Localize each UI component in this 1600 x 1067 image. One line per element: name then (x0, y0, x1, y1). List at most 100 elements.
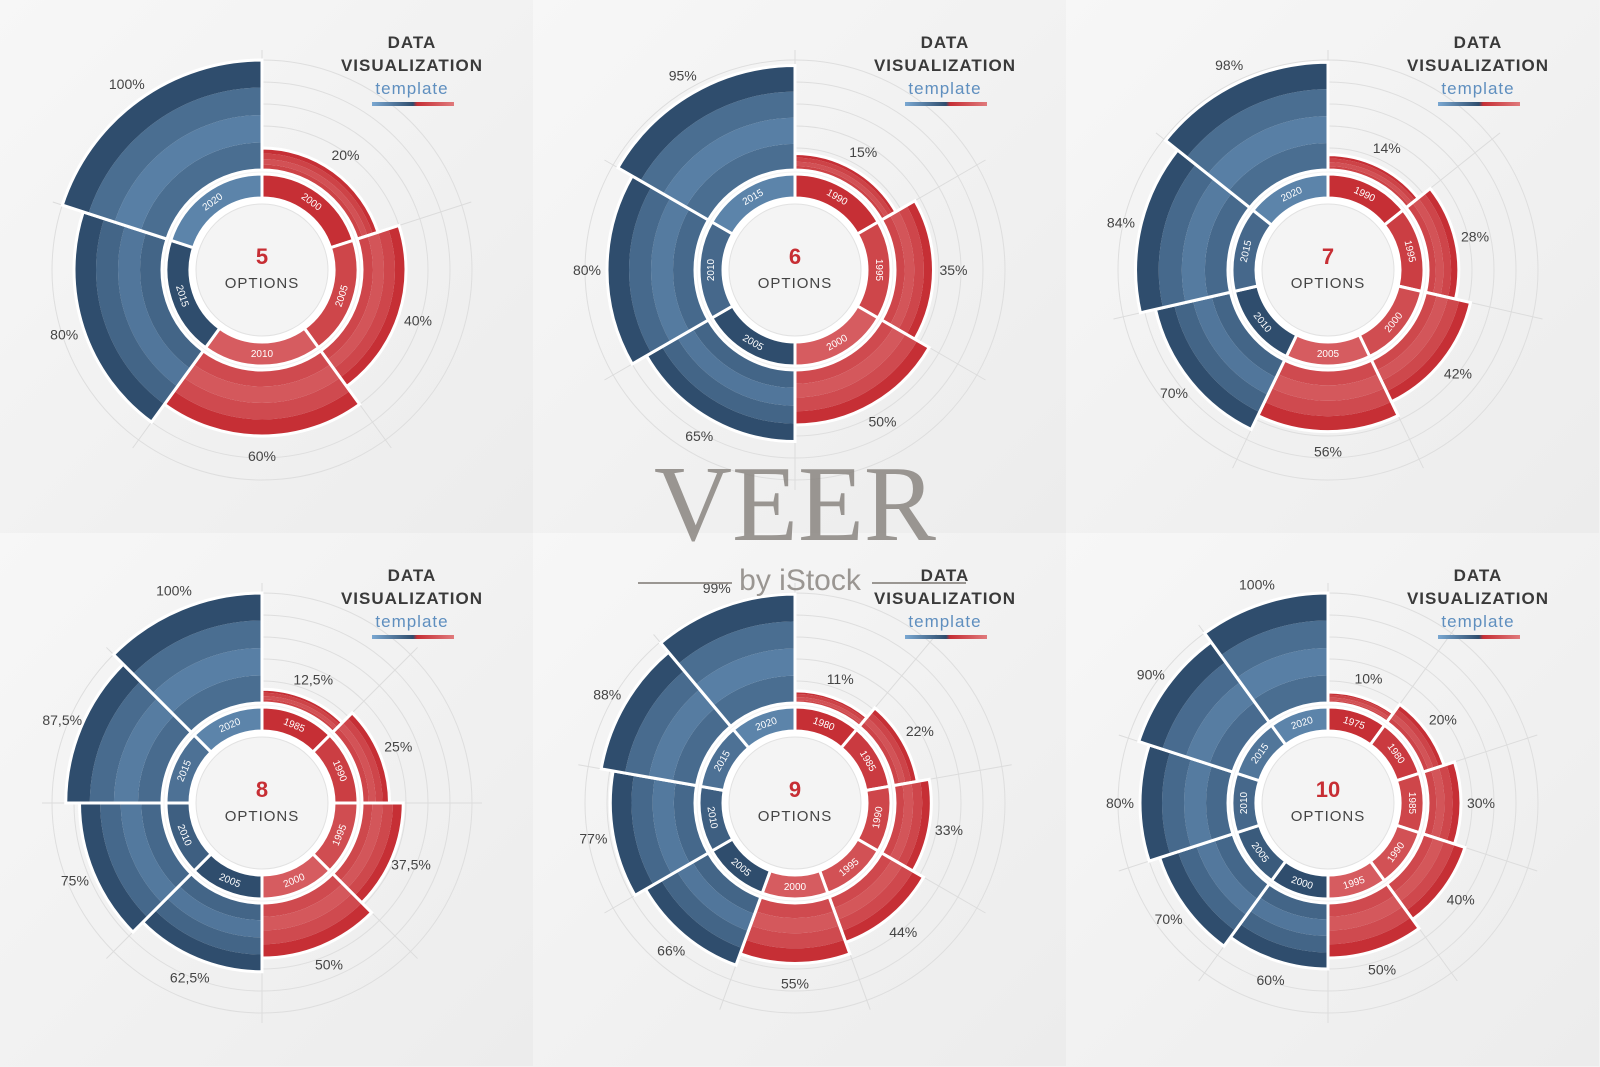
header-template: template (908, 79, 981, 98)
bar-band-1985 (863, 717, 906, 785)
bar-band-1980 (1393, 708, 1439, 769)
bar-band-2015 (640, 91, 795, 194)
bar-band-2020 (695, 648, 795, 706)
header-gradient-bar (372, 102, 454, 106)
bar-outline-2020 (111, 591, 264, 735)
bar-band-1995 (1328, 883, 1395, 917)
bar-band-2000 (1381, 297, 1460, 392)
center-number: 9 (789, 777, 801, 802)
header-visualization: VISUALIZATION (1407, 589, 1549, 608)
bar-band-2020 (152, 648, 262, 713)
bar-band-1990 (795, 157, 893, 216)
bar-band-2000 (795, 333, 918, 412)
chart-svg-9: 198011%198522%199033%199544%200055%20056… (578, 566, 1015, 1014)
percent-label: 70% (1160, 385, 1188, 401)
percent-label: 40% (404, 313, 432, 329)
bar-band-2015 (139, 232, 204, 369)
bar-band-1995 (837, 865, 914, 932)
bar-band-1980 (795, 696, 864, 725)
chart-panel-6-options: 1990 15% 1995 35% 2000 50% 2005 65% 2010 80% 2015 9… (533, 0, 1066, 533)
bar-band-1995 (354, 803, 404, 903)
percent-label: 30% (1467, 795, 1495, 811)
bar-band-2010 (1184, 758, 1212, 848)
header-template: template (375, 612, 448, 631)
bar-band-2010 (631, 774, 672, 885)
bar-band-2005 (142, 910, 262, 972)
bar-band-2005 (677, 328, 795, 406)
year-label-2000: 2000 (784, 882, 807, 893)
bar-band-2020 (713, 675, 795, 727)
header-template: template (1441, 79, 1514, 98)
bar-band-2020 (678, 621, 795, 685)
percent-label: 20% (331, 147, 359, 163)
bar-band-1990 (1386, 833, 1434, 893)
percent-label: 22% (906, 723, 934, 739)
bar-band-1985 (1430, 767, 1445, 839)
bar-band-1995 (1424, 188, 1459, 300)
bar-band-2020 (62, 60, 262, 214)
bar-band-2000 (1230, 923, 1328, 969)
percent-label: 44% (889, 924, 917, 940)
bar-band-2010 (193, 350, 331, 387)
bar-band-1975 (1328, 692, 1394, 716)
bar-band-2010 (1174, 300, 1268, 413)
header-gradient-bar (1438, 635, 1520, 639)
bar-band-2000 (262, 153, 373, 236)
year-label-2005: 2005 (1317, 349, 1340, 360)
chart-panel-10-options: 1975 10% 1980 20% 1985 30% 1990 40% 1995 50% 2000 6… (1066, 533, 1599, 1066)
bar-band-1975 (1328, 694, 1392, 718)
bar-band-2005 (333, 228, 396, 378)
bar-band-2010 (629, 187, 671, 353)
bar-band-2000 (745, 925, 845, 949)
year-label-1990: 1990 (871, 805, 886, 829)
header-visualization: VISUALIZATION (341, 589, 483, 608)
bar-band-2005 (1196, 839, 1258, 916)
bar-band-1985 (1438, 764, 1453, 842)
percent-label: 84% (1107, 215, 1135, 231)
percent-label: 25% (384, 739, 412, 755)
percent-label: 60% (248, 448, 276, 464)
center-options-label: OPTIONS (1291, 275, 1366, 292)
header-template: template (375, 79, 448, 98)
bar-band-1990 (795, 161, 889, 218)
bar-band-1990 (897, 780, 923, 867)
bar-band-2020 (660, 594, 795, 664)
header-gradient-bar (905, 635, 987, 639)
bar-band-2010 (183, 364, 341, 404)
bar-band-2000 (262, 883, 353, 931)
percent-label: 10% (1354, 670, 1382, 686)
bar-band-2020 (171, 675, 262, 733)
bar-band-1990 (889, 782, 914, 863)
header-gradient-bar (905, 102, 987, 106)
percent-label: 99% (703, 580, 731, 596)
percent-label: 65% (685, 428, 713, 444)
bar-band-1995 (906, 200, 934, 340)
bar-band-2015 (137, 715, 192, 803)
bar-band-2000 (1240, 910, 1328, 953)
bar-outline-2020 (658, 592, 797, 729)
percent-label: 15% (849, 144, 877, 160)
bar-band-1995 (1418, 193, 1452, 298)
bar-band-2000 (1249, 897, 1328, 936)
bar-band-2000 (795, 326, 906, 398)
bar-band-2000 (262, 893, 362, 945)
center-number: 5 (256, 244, 268, 269)
chart-svg-8: 198512,5%199025%199537,5%200050%200562,5… (42, 566, 483, 1023)
bar-band-2000 (750, 911, 840, 934)
bar-band-2015 (625, 670, 700, 778)
header-data: DATA (1454, 566, 1503, 585)
bar-band-2020 (1228, 143, 1328, 208)
bar-band-1995 (347, 803, 393, 896)
bar-band-2005 (1159, 851, 1236, 947)
bar-band-2015 (113, 698, 175, 803)
header-data: DATA (388, 566, 437, 585)
percent-label: 50% (868, 414, 896, 430)
bar-band-2010 (652, 778, 691, 875)
bar-band-1985 (1423, 769, 1437, 837)
bar-band-2015 (89, 681, 158, 803)
bar-band-2010 (607, 176, 652, 364)
center-options-label: OPTIONS (758, 808, 833, 825)
bar-band-1990 (795, 165, 886, 220)
bar-band-2010 (1205, 765, 1233, 841)
